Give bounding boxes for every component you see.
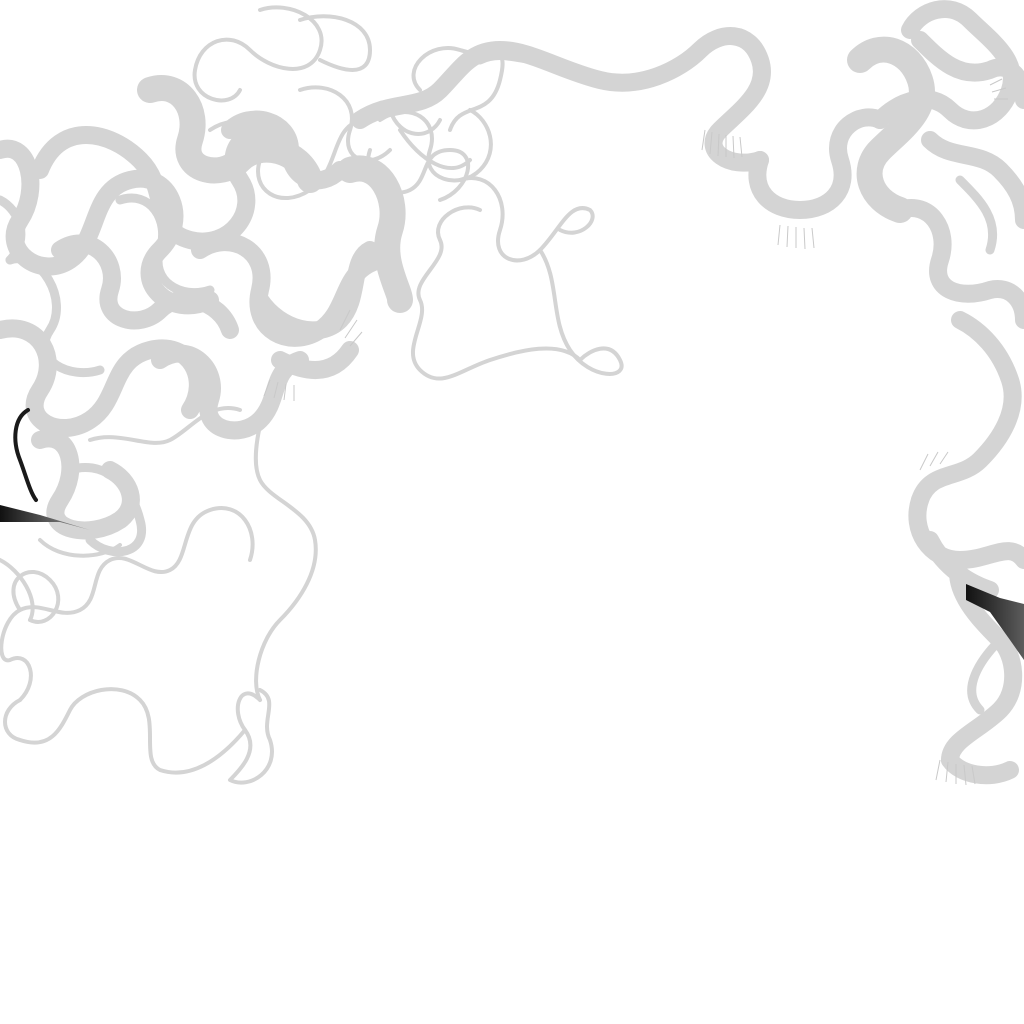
highlighted-segments [0,408,1024,660]
ribbon-fray-marks [263,78,1008,786]
left-coil-cluster [0,75,413,557]
right-coil-cluster [847,0,1024,785]
top-thick-ribbon [351,27,889,219]
left-thin-loops [0,5,392,785]
